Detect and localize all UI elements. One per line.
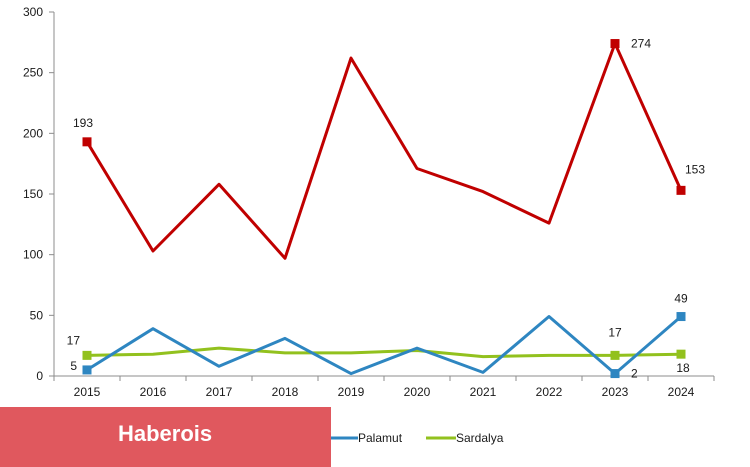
data-labels: 193 274 153 5 2 49 17 17 18 <box>67 37 706 381</box>
x-tick-label: 2019 <box>338 385 365 399</box>
legend-label-palamut: Palamut <box>358 431 403 445</box>
point-marker-sardalya <box>610 350 620 360</box>
data-label: 18 <box>676 361 690 375</box>
y-tick-label: 200 <box>23 126 43 140</box>
y-tick-label: 0 <box>36 369 43 383</box>
x-tick-label: 2023 <box>602 385 629 399</box>
data-label: 49 <box>674 292 688 306</box>
point-marker-sardalya <box>676 349 686 359</box>
x-tick-label: 2024 <box>668 385 695 399</box>
x-tick-label: 2022 <box>536 385 563 399</box>
point-marker-palamut <box>610 369 620 379</box>
series-line-palamut <box>85 315 683 376</box>
y-tick-label: 150 <box>23 187 43 201</box>
data-label: 193 <box>73 116 93 130</box>
legend-label-sardalya: Sardalya <box>456 431 504 445</box>
series-line-hamsi <box>85 42 683 260</box>
series-markers <box>82 39 686 379</box>
point-marker-hamsi <box>610 39 620 49</box>
axes: 0 50 100 150 200 250 300 2015 2016 2017 2018 2019 20… <box>23 5 715 399</box>
x-tick-label: 2021 <box>470 385 497 399</box>
x-tick-label: 2020 <box>404 385 431 399</box>
y-tick-label: 300 <box>23 5 43 19</box>
point-marker-hamsi <box>82 137 92 147</box>
brand-watermark: Haberois <box>118 421 213 446</box>
y-tick-label: 250 <box>23 66 43 80</box>
x-tick-label: 2017 <box>206 385 233 399</box>
series-line-sardalya <box>85 346 683 359</box>
point-marker-palamut <box>82 365 92 375</box>
brand-banner: Haberois <box>0 407 331 467</box>
data-label: 274 <box>631 37 651 51</box>
data-label: 17 <box>67 333 81 347</box>
x-tick-label: 2016 <box>140 385 167 399</box>
data-label: 153 <box>685 162 705 176</box>
data-label: 5 <box>70 359 77 373</box>
series-lines <box>85 42 683 376</box>
x-tick-label: 2015 <box>74 385 101 399</box>
point-marker-palamut <box>676 312 686 322</box>
point-marker-hamsi <box>676 185 686 195</box>
y-tick-label: 50 <box>30 308 44 322</box>
point-marker-sardalya <box>82 350 92 360</box>
y-tick-label: 100 <box>23 248 43 262</box>
x-tick-label: 2018 <box>272 385 299 399</box>
data-label: 2 <box>631 367 638 381</box>
data-label: 17 <box>608 325 622 339</box>
